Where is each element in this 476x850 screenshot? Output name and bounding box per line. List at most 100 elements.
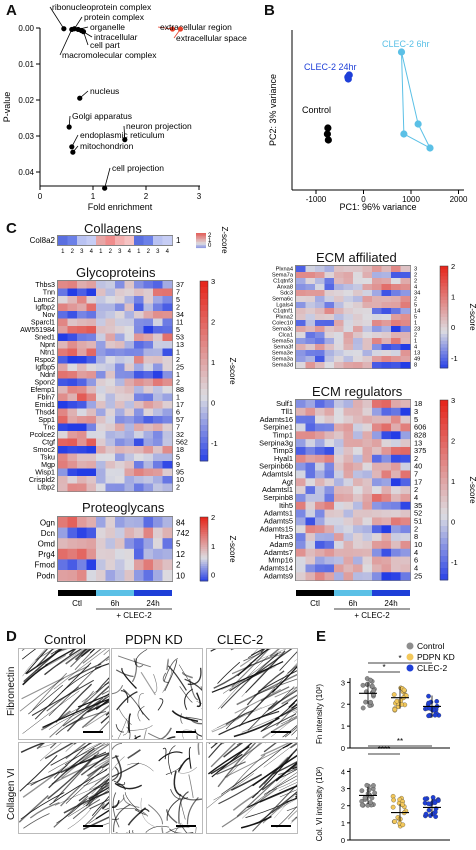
heatmap-frame	[57, 516, 173, 582]
zscore-scale-segment	[200, 555, 208, 558]
gene-count-label: 2	[414, 333, 417, 339]
gene-count-label: 5	[414, 315, 417, 321]
data-point	[433, 814, 438, 819]
gene-label: Ogn	[40, 518, 55, 527]
heatmap-cell	[105, 378, 116, 387]
heatmap-cell	[315, 462, 325, 471]
heatmap-cell	[67, 570, 78, 581]
gene-label: Sema3d	[272, 363, 293, 369]
zscore-scale-frame	[199, 280, 209, 462]
heatmap-cell	[381, 423, 392, 432]
data-point	[426, 693, 431, 699]
zscore-scale-segment	[440, 266, 448, 270]
heatmap-cell	[334, 296, 344, 303]
heatmap-cell	[315, 296, 325, 303]
heatmap-cell	[143, 281, 154, 289]
gene-count-label: 14	[414, 309, 420, 315]
panel-label-d: D	[6, 628, 17, 645]
leader-line	[59, 29, 73, 56]
heatmap-cell	[324, 308, 335, 315]
gene-count-label: 17	[176, 401, 184, 409]
heatmap-cell	[162, 461, 173, 469]
heatmap-cell	[400, 314, 411, 321]
gene-count-label: 5	[176, 326, 180, 334]
data-point	[360, 682, 366, 688]
gene-label: Serpinb6b	[259, 462, 293, 471]
heatmap-cell	[400, 423, 411, 432]
heatmap-cell	[334, 572, 344, 581]
heatmap-cell	[400, 462, 411, 471]
heatmap-cell	[96, 461, 106, 469]
gene-count-label: 606	[414, 423, 426, 432]
zscore-scale-segment	[440, 568, 448, 575]
heatmap-cell	[105, 371, 116, 379]
heatmap-cell	[124, 559, 135, 571]
heatmap-cell	[86, 311, 97, 319]
heatmap-cell	[105, 318, 116, 327]
heatmap-cell	[381, 548, 392, 557]
heatmap-cell	[334, 338, 344, 345]
gene-count-label: 10	[176, 476, 184, 484]
heatmap-cell	[353, 501, 363, 510]
heatmap-cell	[343, 290, 354, 297]
zscore-scale-segment	[200, 578, 208, 582]
heatmap-cell	[77, 570, 87, 581]
heatmap-cell	[372, 308, 382, 315]
zscore-scale-segment	[200, 574, 208, 578]
data-point	[432, 712, 438, 718]
heatmap-cell	[381, 533, 392, 542]
heatmap-cell	[305, 338, 316, 345]
heatmap-cell	[381, 362, 392, 369]
heatmap-cell	[162, 341, 173, 349]
gene-count-label: 4	[414, 285, 417, 291]
heatmap-cell	[381, 415, 392, 424]
heatmap-cell	[77, 461, 87, 469]
heatmap-cell	[105, 408, 116, 417]
heatmap-cell	[96, 371, 106, 379]
zscore-scale-frame	[199, 516, 209, 582]
heatmap-cell	[67, 371, 78, 379]
go-term-point	[177, 26, 184, 32]
zscore-scale-segment	[440, 436, 448, 443]
gene-label: Fmod	[35, 561, 55, 570]
col-title-control: Control	[44, 632, 86, 647]
heatmap-cell	[400, 431, 411, 440]
zscore-scale-segment	[200, 563, 208, 567]
heatmap-cell	[143, 303, 154, 312]
gene-label: Adamts16	[260, 415, 293, 424]
heatmap-cell	[296, 509, 306, 518]
x-tick-label: 1000	[402, 195, 420, 204]
gene-count-label: 2	[176, 483, 180, 491]
heatmap-cell	[77, 431, 87, 439]
heatmap-cell	[105, 333, 116, 342]
gene-label: Ctgf	[42, 438, 55, 446]
heatmap-cell	[105, 423, 116, 432]
y-tick-label: 2	[341, 700, 345, 709]
heatmap-cell	[77, 527, 87, 539]
heatmap-cell	[400, 296, 411, 303]
heatmap-cell	[305, 332, 316, 339]
heatmap-cell	[372, 284, 382, 291]
gene-label: Sema6c	[272, 297, 293, 303]
heatmap-cell	[372, 302, 382, 309]
heatmap-cell	[105, 236, 116, 245]
heatmap-cell	[381, 338, 392, 345]
heatmap-cell	[305, 540, 316, 550]
gene-label: Timp3	[273, 446, 293, 455]
heatmap-cell	[77, 393, 87, 402]
heatmap-cell	[153, 303, 163, 312]
gene-label: Igfbp2	[35, 303, 55, 311]
heatmap-cell	[315, 548, 325, 557]
heatmap-cell	[343, 454, 354, 463]
heatmap-cell	[381, 501, 392, 510]
zscore-scale-segment	[200, 437, 208, 444]
heatmap-cell	[124, 348, 135, 357]
heatmap-cell	[77, 311, 87, 319]
heatmap-cell	[324, 278, 335, 285]
go-term-point	[66, 124, 72, 130]
zscore-scale-segment	[440, 484, 448, 491]
data-point	[362, 795, 368, 801]
heatmap-cell	[372, 272, 382, 279]
heatmap-cell	[334, 564, 344, 573]
gene-label: Mgp	[41, 461, 55, 469]
